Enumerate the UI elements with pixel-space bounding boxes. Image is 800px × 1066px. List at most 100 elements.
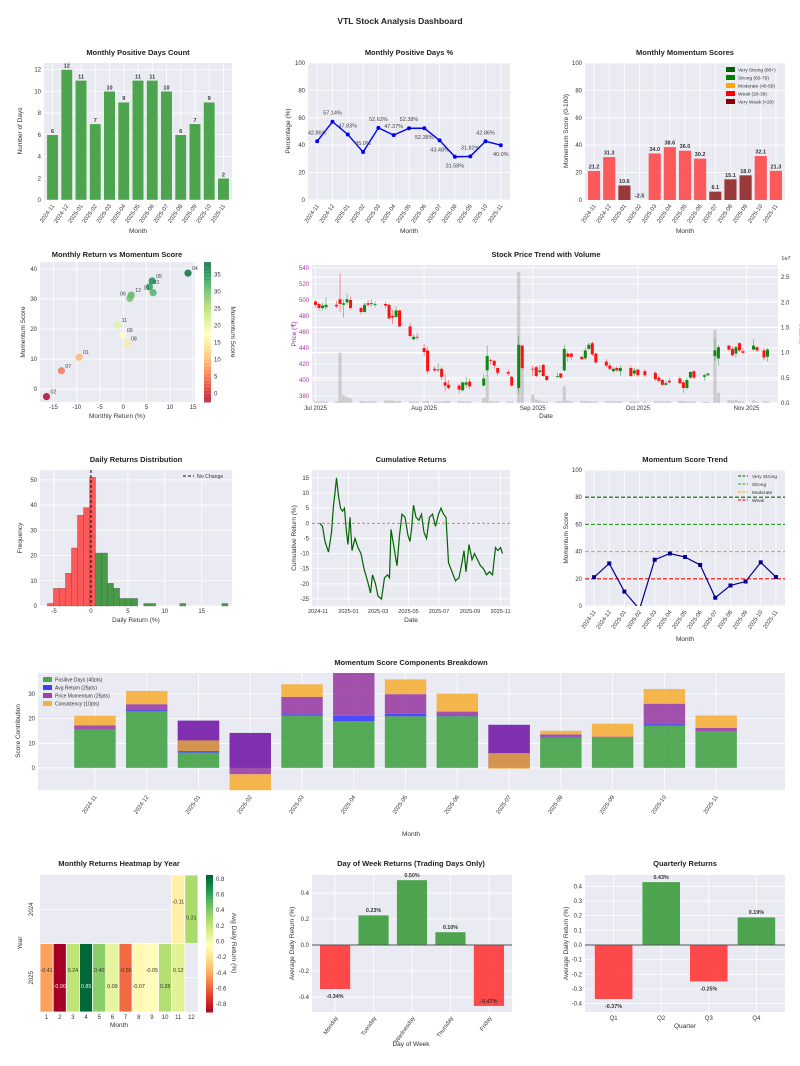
colorbar-segment	[206, 926, 213, 931]
cell-value-label: 0.85	[81, 984, 92, 990]
tick-label: -0.4	[572, 1002, 583, 1008]
tick-label: 20	[28, 717, 35, 723]
tick-label: 0	[34, 604, 38, 610]
colorbar-segment	[204, 370, 211, 375]
score-components-chart: 0 10 20 30 2024-11 2024-12 2025-01 2025-02 2025-…	[15, 658, 785, 838]
cumulative-returns-chart: -25 -20 -15 -10 -5 0 5 10 15 2024-11 2025-01 2025-0…	[291, 455, 511, 624]
legend-label: Weak	[752, 498, 765, 504]
volume-bar	[412, 401, 416, 403]
colorbar-segment	[204, 318, 211, 322]
candle-body	[520, 345, 524, 368]
bar	[694, 158, 707, 200]
trend-series	[592, 551, 778, 606]
bar	[618, 185, 631, 200]
tick-label: 40	[30, 267, 37, 273]
candle-body	[384, 304, 388, 306]
tick-label: 0	[38, 198, 42, 204]
candle-body	[342, 303, 346, 305]
stacked-bar-segment	[126, 710, 168, 712]
volume-bar	[443, 400, 447, 403]
volume-bar	[653, 401, 657, 403]
x-tick-label: 2025-09	[599, 795, 616, 816]
volume-bar	[489, 401, 493, 403]
tick-label: 500	[299, 298, 310, 304]
data-point	[391, 133, 396, 138]
histogram-bar	[77, 515, 84, 607]
candle-body	[531, 368, 535, 370]
histogram-bar	[107, 583, 114, 607]
x-tick-label: Q4	[752, 1016, 761, 1022]
bar-value-label: 30.2	[695, 152, 706, 158]
colorbar-segment	[206, 888, 213, 893]
colorbar-segment	[206, 953, 213, 958]
chart-title: Monthly Momentum Scores	[636, 48, 734, 57]
histogram-bar	[221, 603, 229, 607]
candle-body	[534, 367, 538, 376]
x-tick-label: 9	[150, 1015, 154, 1021]
bar	[709, 191, 722, 200]
tick-label: 2025-05	[398, 609, 419, 615]
x-axis-label: Date	[539, 413, 553, 420]
y-axis-label: Average Daily Return (%)	[289, 907, 296, 981]
colorbar-segment	[204, 293, 211, 298]
colorbar-segment	[206, 950, 213, 955]
tick-label: 15	[198, 609, 205, 615]
legend: Very Strong (80+) Strong (60-79) Moderate …	[726, 67, 776, 106]
point-label: 04	[192, 266, 198, 272]
bar-value-label: 2	[222, 172, 225, 178]
stacked-bar-segment	[540, 736, 582, 738]
tick-label: -15	[49, 405, 58, 411]
x-tick-label: 2025-01	[185, 795, 202, 816]
colorbar-segment	[206, 984, 213, 989]
heatmap-cell	[184, 874, 199, 944]
chart-title: Monthly Positive Days Count	[86, 48, 190, 57]
chart-title: Monthly Returns Heatmap by Year	[58, 859, 180, 868]
tick-label: 20	[30, 327, 37, 333]
colorbar-segment	[204, 353, 211, 357]
candle-body	[636, 369, 640, 376]
candle-body	[496, 368, 500, 373]
candle-body	[590, 343, 594, 355]
stacked-bar-segment	[74, 729, 116, 768]
point-value-label: 52.63%	[369, 117, 388, 123]
tick-label: 520	[299, 282, 310, 288]
tick-label: 0.0	[216, 940, 225, 946]
data-point	[728, 583, 733, 588]
tick-label: -5	[97, 405, 103, 411]
stacked-bar-segment	[591, 723, 634, 737]
candle-body	[517, 344, 521, 388]
volume-bar	[692, 401, 696, 403]
tick-label: 0	[89, 609, 93, 615]
tick-label: 0	[32, 766, 36, 772]
volume-bar	[482, 397, 486, 403]
volume-bar	[730, 400, 735, 403]
candle-body	[457, 385, 461, 390]
bar	[160, 91, 173, 201]
colorbar-segment	[206, 964, 213, 968]
colorbar-segment	[204, 286, 211, 291]
legend-swatch	[43, 677, 52, 682]
volume-bar	[359, 400, 363, 403]
tick-label: 0	[214, 391, 218, 397]
point-value-label: 52.38%	[415, 135, 434, 141]
x-tick-label: Monday	[323, 1016, 340, 1036]
bar-value-label: 11	[135, 74, 141, 80]
point-value-label: 42.86%	[308, 130, 327, 136]
bar-value-label: 10.6	[619, 179, 630, 185]
candle-body	[559, 373, 563, 378]
volume-bar	[594, 401, 598, 403]
candle-body	[387, 304, 391, 319]
tick-label: 2025-11	[490, 609, 510, 615]
tick-label: -0.8	[216, 1002, 227, 1008]
chart-title: Momentum Score Trend	[642, 455, 728, 464]
stacked-bar-segment	[436, 711, 479, 716]
volume-bar	[667, 401, 671, 403]
volume-bar	[338, 352, 342, 403]
histogram-bar	[143, 603, 150, 607]
candle-body	[415, 336, 419, 338]
histogram-bar	[95, 552, 102, 607]
bar	[648, 153, 661, 200]
y-axis-label: Momentum Score (0-100)	[563, 94, 570, 168]
x-tick-label: Thursday	[436, 1016, 455, 1039]
candle-body	[506, 372, 510, 374]
